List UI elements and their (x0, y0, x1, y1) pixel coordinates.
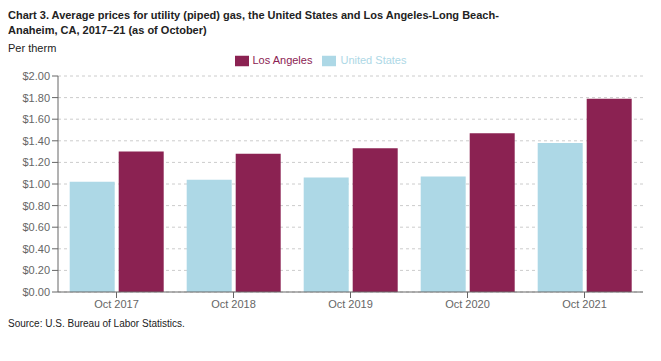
svg-text:Oct 2019: Oct 2019 (328, 298, 373, 310)
svg-text:$1.80: $1.80 (22, 92, 50, 104)
html-text:United States: United States (340, 54, 407, 66)
svg-text:$1.00: $1.00 (22, 178, 50, 190)
html-text:Los Angeles: Los Angeles (252, 54, 313, 66)
html-text:Chart 3. Average prices for ut: Chart 3. Average prices for utility (pip… (8, 9, 499, 36)
html-text:Per therm: Per therm (8, 42, 57, 54)
svg-text:Oct 2020: Oct 2020 (445, 298, 490, 310)
svg-text:$2.00: $2.00 (22, 70, 50, 82)
svg-text:$1.40: $1.40 (22, 135, 50, 147)
svg-text:$1.60: $1.60 (22, 113, 50, 125)
svg-text:$0.20: $0.20 (22, 264, 50, 276)
svg-text:$0.80: $0.80 (22, 200, 50, 212)
svg-text:$0.00: $0.00 (22, 286, 50, 298)
svg-text:Oct 2018: Oct 2018 (211, 298, 256, 310)
svg-text:$0.40: $0.40 (22, 243, 50, 255)
svg-text:Oct 2017: Oct 2017 (94, 298, 139, 310)
svg-text:$0.60: $0.60 (22, 221, 50, 233)
svg-text:Oct 2021: Oct 2021 (562, 298, 607, 310)
html-text:Source: U.S. Bureau of Labor S: Source: U.S. Bureau of Labor Statistics. (8, 318, 185, 329)
svg-text:$1.20: $1.20 (22, 156, 50, 168)
